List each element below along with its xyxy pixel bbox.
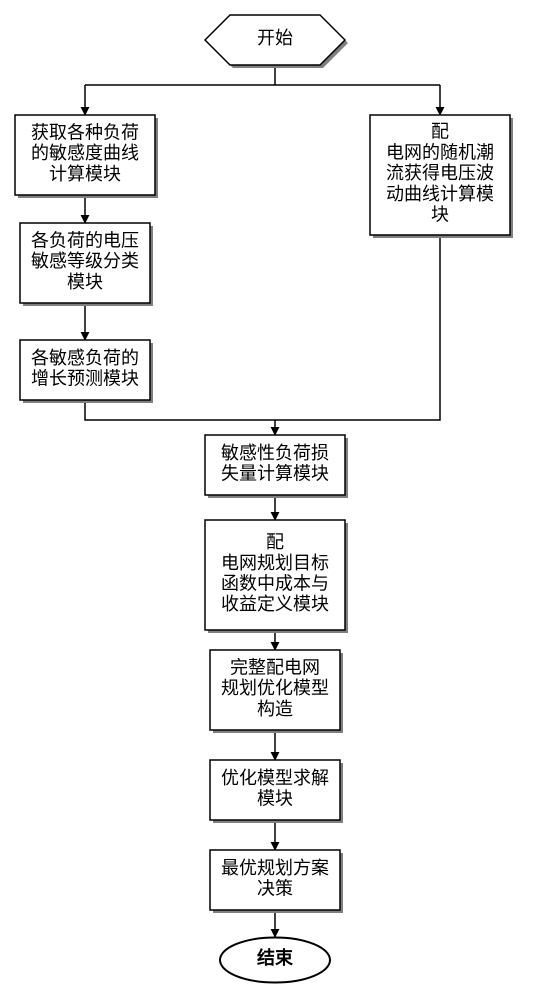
node-label: 收益定义模块 xyxy=(221,594,329,614)
node-c1: 敏感性负荷损失量计算模块 xyxy=(205,435,348,498)
nodes-group: 开始获取各种负荷的敏感度曲线计算模块各负荷的电压敏感等级分类模块各敏感负荷的增长… xyxy=(15,15,513,983)
node-label: 函数中成本与 xyxy=(221,573,329,593)
node-c2: 配电网规划目标函数中成本与收益定义模块 xyxy=(205,520,348,633)
edge xyxy=(275,235,440,420)
node-label: 最优规划方案 xyxy=(221,858,329,878)
node-label: 配 xyxy=(266,532,284,552)
node-label: 流获得电压波 xyxy=(386,163,494,183)
node-label: 规划优化模型 xyxy=(221,678,329,698)
node-r1: 配电网的随机潮流获得电压波动曲线计算模块 xyxy=(370,115,513,238)
node-label: 决策 xyxy=(257,878,293,898)
node-end: 结束 xyxy=(220,938,330,983)
node-label: 优化模型求解 xyxy=(221,768,329,788)
node-label: 的敏感度曲线 xyxy=(31,143,139,163)
node-c5: 最优规划方案决策 xyxy=(210,850,343,913)
node-label: 开始 xyxy=(257,28,293,48)
node-start: 开始 xyxy=(205,15,348,68)
node-label: 电网的随机潮 xyxy=(386,142,494,162)
node-c4: 优化模型求解模块 xyxy=(210,760,343,823)
flowchart-canvas: 开始获取各种负荷的敏感度曲线计算模块各负荷的电压敏感等级分类模块各敏感负荷的增长… xyxy=(0,0,550,1000)
node-l1: 获取各种负荷的敏感度曲线计算模块 xyxy=(15,115,158,198)
node-label: 各敏感负荷的 xyxy=(31,348,139,368)
node-label: 敏感等级分类 xyxy=(31,251,139,271)
node-l3: 各敏感负荷的增长预测模块 xyxy=(20,340,153,403)
node-label: 增长预测模块 xyxy=(31,368,139,388)
node-label: 结束 xyxy=(257,947,294,968)
node-c3: 完整配电网规划优化模型构造 xyxy=(210,650,343,733)
node-label: 构造 xyxy=(257,699,293,719)
node-label: 配 xyxy=(431,122,449,142)
node-label: 获取各种负荷 xyxy=(31,122,139,142)
node-label: 计算模块 xyxy=(49,164,121,184)
node-label: 模块 xyxy=(257,788,293,808)
node-label: 完整配电网 xyxy=(230,657,320,677)
node-label: 电网规划目标 xyxy=(221,553,329,573)
node-label: 块 xyxy=(431,205,449,225)
node-label: 各负荷的电压 xyxy=(31,230,139,250)
node-l2: 各负荷的电压敏感等级分类模块 xyxy=(20,223,153,306)
node-label: 敏感性负荷损 xyxy=(221,443,329,463)
node-label: 动曲线计算模 xyxy=(386,184,494,204)
node-label: 失量计算模块 xyxy=(221,463,329,483)
node-label: 模块 xyxy=(67,272,103,292)
